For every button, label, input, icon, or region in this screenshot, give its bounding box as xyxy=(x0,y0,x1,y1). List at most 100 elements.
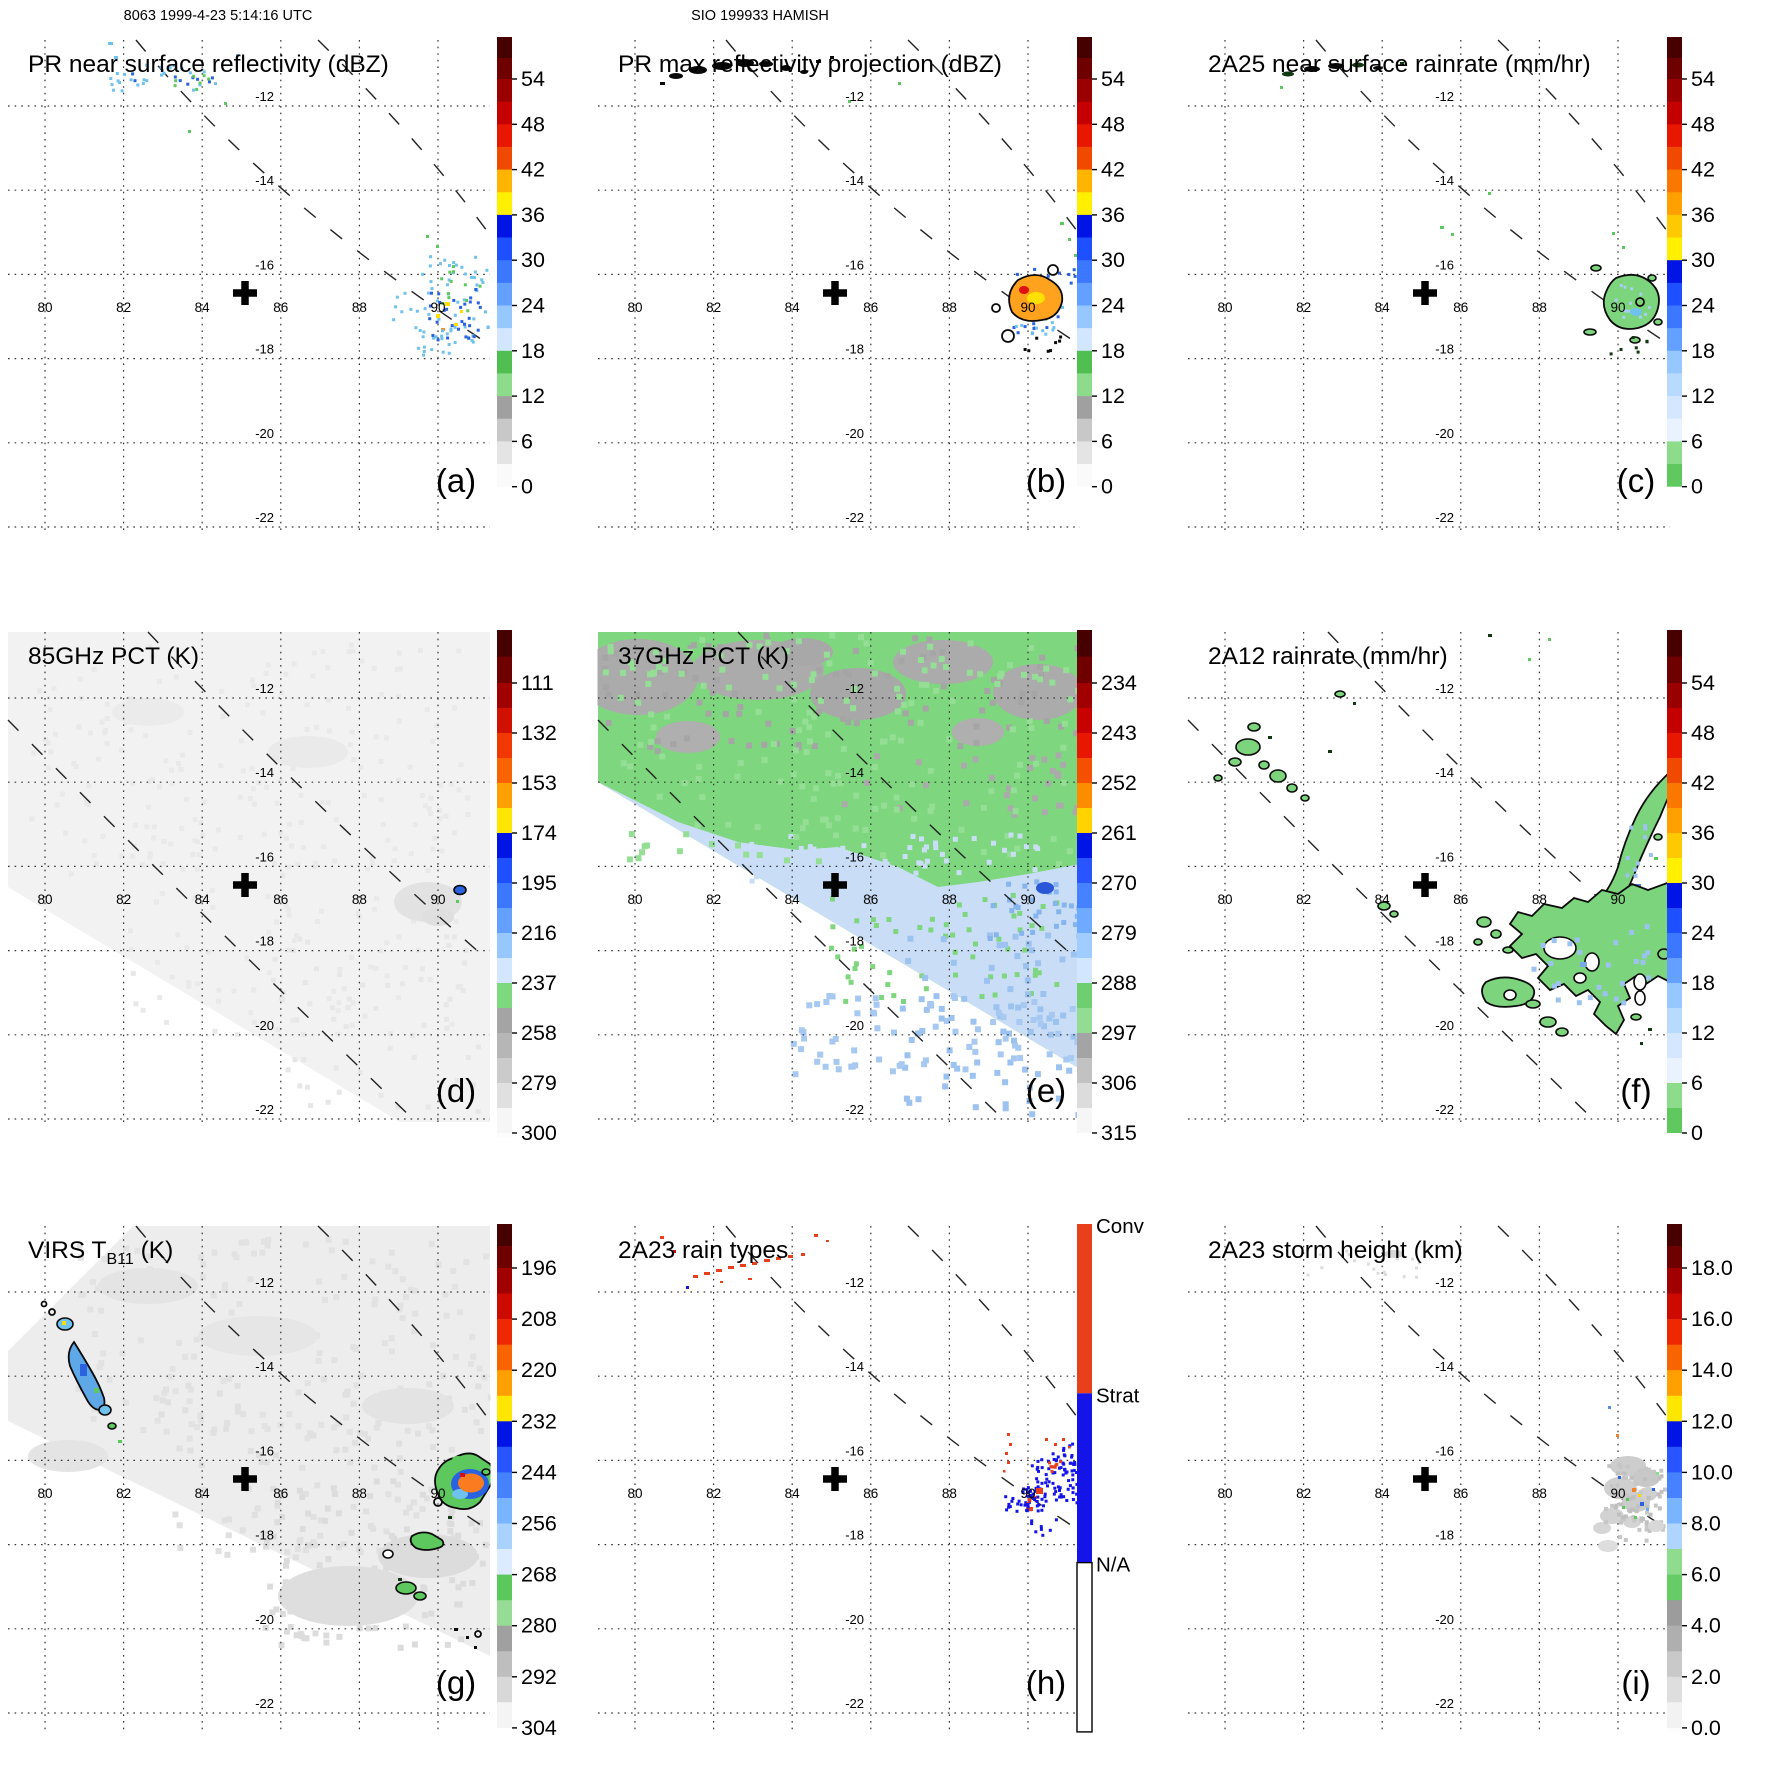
map-area xyxy=(7,631,491,1123)
lat-label: -22 xyxy=(1435,510,1454,525)
panel-e: 80 82 84 86 88 90 -12 -14 -16 -18 -20 -22 37GHz PCT … xyxy=(597,631,1081,1123)
lat-label: -22 xyxy=(255,1696,274,1711)
lat-label: -12 xyxy=(845,681,864,696)
lon-label: 86 xyxy=(1453,300,1468,315)
axis-labels: 80 82 84 86 88 90 -12 -14 -16 -18 -20 -22 xyxy=(37,1275,445,1711)
colorbar-tick-label: 36 xyxy=(1691,821,1715,845)
lat-label: -12 xyxy=(255,1275,274,1290)
colorbar-tick-label: 42 xyxy=(1101,158,1125,182)
colorbar-category-label: Strat xyxy=(1096,1384,1140,1407)
lon-label: 84 xyxy=(785,300,801,315)
colorbar-category-label: N/A xyxy=(1096,1554,1131,1577)
lat-label: -14 xyxy=(255,1359,274,1374)
colorbar-tick-label: 54 xyxy=(1691,671,1715,695)
colorbar-tick-label: 232 xyxy=(521,1409,557,1433)
lon-label: 82 xyxy=(706,1486,721,1501)
colorbar-tick-label: 268 xyxy=(521,1563,557,1587)
lat-label: -20 xyxy=(255,1612,274,1627)
lon-label: 82 xyxy=(706,300,721,315)
colorbar-tick-label: 54 xyxy=(1101,67,1125,91)
lon-label: 82 xyxy=(116,892,131,907)
swath-edge-lines xyxy=(1315,39,1671,346)
data-features xyxy=(660,56,1077,353)
colorbar-tick-label: 18 xyxy=(1691,339,1715,363)
colorbar-tick-label: 0 xyxy=(1691,1121,1703,1145)
lon-label: 88 xyxy=(942,300,957,315)
axis-labels: 80 82 84 86 88 90 -12 -14 -16 -18 -20 -22 xyxy=(627,89,1035,525)
axis-labels: 80 82 84 86 88 90 -12 -14 -16 -18 -20 -22 xyxy=(1217,89,1625,525)
lon-label: 86 xyxy=(863,300,878,315)
lon-label: 86 xyxy=(1453,1486,1468,1501)
lat-label: -16 xyxy=(1435,257,1454,272)
colorbar-tick-label: 48 xyxy=(521,112,545,136)
panel-letter: (f) xyxy=(1620,1072,1651,1109)
storm-name-header: SIO 199933 HAMISH xyxy=(691,8,829,24)
lon-label: 86 xyxy=(273,300,288,315)
data-features xyxy=(1280,62,1663,356)
panel-letter: (h) xyxy=(1026,1664,1066,1701)
gridlines xyxy=(1188,632,1670,1122)
lon-label: 90 xyxy=(430,1486,445,1501)
colorbar-tick-label: 54 xyxy=(521,67,545,91)
data-features xyxy=(1213,634,1671,1045)
swath-edge-lines xyxy=(725,39,1081,346)
colorbar-tick-label: 4.0 xyxy=(1691,1614,1721,1638)
lat-label: -22 xyxy=(255,510,274,525)
lat-label: -20 xyxy=(845,1612,864,1627)
colorbar-tick-label: 10.0 xyxy=(1691,1460,1733,1484)
colorbar-c: 54 48 42 36 30 24 18 12 6 0 xyxy=(1667,37,1715,499)
gridlines xyxy=(8,40,490,532)
lon-label: 80 xyxy=(37,300,52,315)
panel-letter: (e) xyxy=(1026,1072,1066,1109)
panel-letter: (i) xyxy=(1621,1664,1650,1701)
colorbar-b: 54 48 42 36 30 24 18 12 6 0 xyxy=(1077,37,1125,499)
colorbar-tick-label: 0 xyxy=(521,475,533,499)
colorbar-tick-label: 14.0 xyxy=(1691,1358,1733,1382)
lat-label: -18 xyxy=(1435,934,1454,949)
map-area xyxy=(1187,631,1671,1123)
lon-label: 90 xyxy=(1610,300,1625,315)
swath-edge-lines xyxy=(1187,631,1671,1123)
lat-label: -18 xyxy=(845,342,864,357)
colorbar-tick-label: 252 xyxy=(1101,771,1137,795)
swath-edge-lines xyxy=(135,39,491,346)
swath-fill xyxy=(8,632,490,1122)
lon-label: 88 xyxy=(942,892,957,907)
colorbar-tick-label: 132 xyxy=(521,721,557,745)
lon-label: 80 xyxy=(627,892,642,907)
panel-i: 80 82 84 86 88 90 -12 -14 -16 -18 -20 -22 2A23 storm… xyxy=(1188,1225,1671,1732)
lon-label: 84 xyxy=(1375,300,1391,315)
colorbar-tick-label: 24 xyxy=(521,294,545,318)
colorbar-tick-label: 54 xyxy=(1691,67,1715,91)
storm-center-cross xyxy=(233,281,257,305)
map-area xyxy=(597,631,1081,1123)
lon-label: 82 xyxy=(116,300,131,315)
colorbar-g: 196 208 220 232 244 256 268 280 292 304 xyxy=(497,1224,557,1740)
lon-label: 86 xyxy=(863,1486,878,1501)
lat-label: -22 xyxy=(845,1696,864,1711)
colorbar-h: Conv Strat N/A xyxy=(1076,1215,1145,1733)
lat-label: -18 xyxy=(255,1528,274,1543)
colorbar-tick-label: 297 xyxy=(1101,1021,1137,1045)
lon-label: 90 xyxy=(430,300,445,315)
colorbar-tick-label: 243 xyxy=(1101,721,1137,745)
lat-label: -22 xyxy=(1435,1102,1454,1117)
lat-label: -18 xyxy=(845,1528,864,1543)
storm-center-cross xyxy=(823,873,847,897)
colorbar-tick-label: 256 xyxy=(521,1512,557,1536)
colorbar-tick-label: 6.0 xyxy=(1691,1563,1721,1587)
panel-h: 80 82 84 86 88 90 -12 -14 -16 -18 -20 -22 2A23 rain … xyxy=(598,1225,1081,1732)
colorbar-tick-label: 237 xyxy=(521,971,557,995)
colorbar-tick-label: 48 xyxy=(1691,112,1715,136)
panel-title: 2A25 near surface rainrate (mm/hr) xyxy=(1208,51,1591,78)
lon-label: 88 xyxy=(352,1486,367,1501)
lon-label: 84 xyxy=(785,892,801,907)
storm-center-cross xyxy=(823,281,847,305)
colorbar-tick-label: 6 xyxy=(1691,1071,1703,1095)
colorbar-tick-label: 6 xyxy=(1691,429,1703,453)
colorbar-tick-label: 42 xyxy=(1691,158,1715,182)
colorbar-tick-label: 288 xyxy=(1101,971,1137,995)
lat-label: -12 xyxy=(845,89,864,104)
colorbar-tick-label: 315 xyxy=(1101,1121,1137,1145)
lon-label: 86 xyxy=(1453,892,1468,907)
